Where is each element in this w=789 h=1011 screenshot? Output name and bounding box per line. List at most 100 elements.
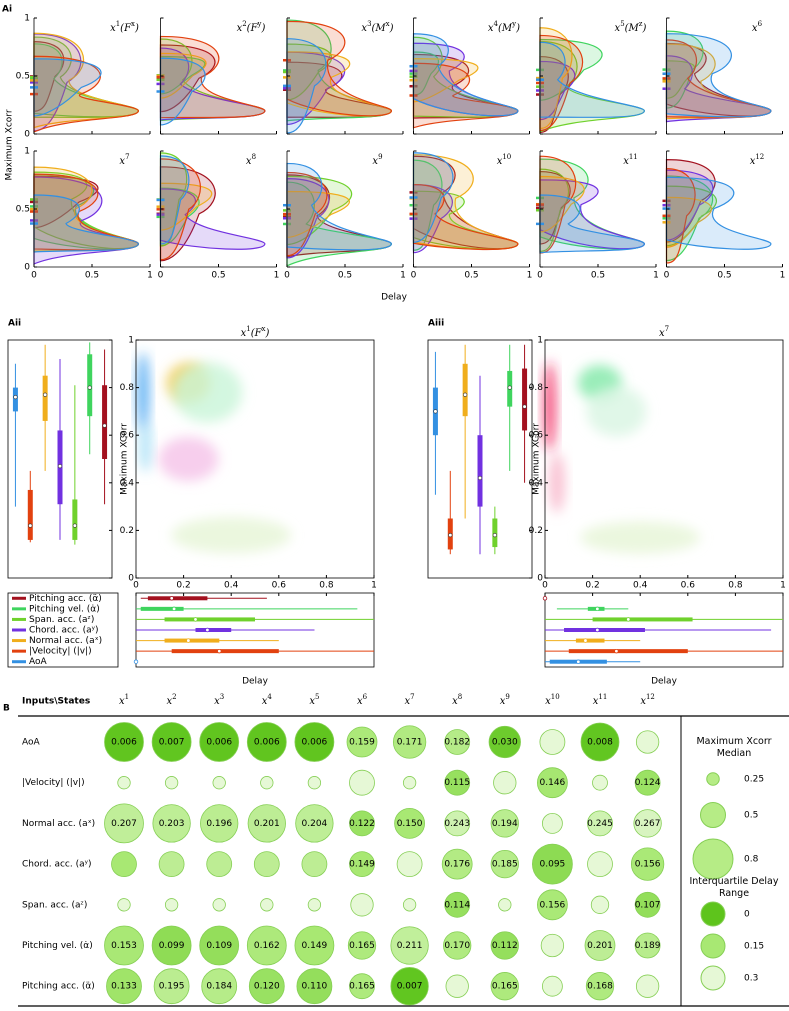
legend-label: 0.25: [744, 775, 764, 785]
value-label: 0.267: [635, 819, 661, 829]
bubble: [200, 804, 239, 843]
median: [583, 638, 588, 643]
x-axis-label: Delay: [651, 677, 677, 687]
value-label: 0.124: [635, 778, 661, 788]
value-label: 0.156: [540, 900, 566, 910]
title-part: x: [488, 23, 494, 34]
value-label: 0.107: [635, 900, 661, 910]
bubble: [585, 972, 615, 1001]
bubble: [402, 776, 417, 790]
box: [171, 649, 279, 654]
title-part: 5: [620, 20, 624, 28]
value-label: 0.008: [587, 738, 613, 748]
value-label: 0.243: [444, 819, 470, 829]
x-tick-label: 0.8: [728, 581, 743, 591]
column-header: x4: [262, 693, 273, 707]
median: [217, 648, 222, 654]
legend-label: 0.3: [744, 974, 758, 984]
box: [164, 638, 220, 643]
legend-bubble: [692, 838, 734, 880]
bubble: [490, 809, 519, 838]
y-tick-label: 1: [24, 14, 30, 24]
legend-bubble: [700, 901, 726, 927]
bubble: [349, 851, 375, 877]
bubble: [580, 722, 620, 762]
title-part: 3: [220, 693, 224, 701]
value-label: 0.203: [159, 819, 185, 829]
bubble: [307, 776, 322, 790]
bubble: [532, 843, 573, 885]
value-label: 0.185: [492, 860, 518, 870]
density-shape: [286, 162, 393, 251]
x-tick-label: 0.5: [464, 271, 478, 281]
panel-title: x11: [623, 153, 638, 167]
x-tick-label: 1: [653, 271, 659, 281]
x-tick-label: 1: [371, 581, 377, 591]
density-shape: [665, 168, 696, 264]
panel-title: x9: [372, 153, 382, 167]
value-label: 0.194: [492, 819, 518, 829]
x-tick-label: 0: [664, 271, 670, 281]
bubble: [634, 769, 661, 796]
density-shape: [286, 51, 393, 117]
median: [507, 385, 512, 390]
title-part: 12: [646, 693, 655, 701]
title-part: x: [361, 23, 367, 34]
density-shape: [286, 38, 327, 134]
value-label: 0.112: [492, 941, 518, 951]
y-tick-label: 0.5: [16, 205, 30, 215]
title-part: ): [642, 23, 647, 34]
bubble: [247, 804, 286, 843]
box: [27, 489, 33, 540]
median: [193, 617, 198, 622]
value-label: 0.165: [349, 941, 375, 951]
title-part: x: [545, 696, 551, 707]
median: [576, 659, 581, 664]
plot-frame: [544, 339, 784, 579]
bubble: [295, 804, 334, 843]
panel-title: x12: [750, 153, 765, 167]
title-part: x: [241, 328, 247, 339]
column-header: x1: [119, 693, 129, 707]
x-tick-label: 0.5: [717, 271, 731, 281]
title-part: y: [511, 20, 516, 28]
bubble: [441, 848, 473, 880]
title-part: x: [640, 696, 646, 707]
bubble: [444, 891, 471, 918]
density-shape: [412, 33, 519, 117]
median: [169, 596, 174, 601]
box: [102, 385, 108, 459]
bubble: [633, 809, 662, 838]
title-part: x: [452, 696, 458, 707]
density-shape: [665, 196, 713, 248]
column-header: x11: [593, 693, 608, 707]
bubble: [349, 810, 375, 837]
bubble: [630, 847, 665, 881]
column-header: x7: [405, 693, 415, 707]
column-header: x3: [214, 693, 224, 707]
median: [492, 533, 497, 538]
title-part: 9: [505, 693, 509, 701]
title-part: x: [309, 696, 315, 707]
title-part: x: [262, 325, 266, 333]
x-tick-label: 0.6: [272, 581, 287, 591]
value-label: 0.153: [111, 941, 137, 951]
value-label: 0.165: [492, 982, 518, 992]
x-tick-label: 0.4: [224, 581, 239, 591]
median: [43, 392, 48, 397]
x-tick-label: 0.5: [85, 271, 99, 281]
median: [522, 404, 527, 409]
median: [102, 423, 107, 428]
column-header: x9: [500, 693, 510, 707]
bubble: [539, 729, 566, 755]
value-label: 0.176: [444, 860, 470, 870]
box: [575, 638, 605, 643]
title-part: x: [262, 696, 268, 707]
value-label: 0.095: [540, 860, 566, 870]
median: [626, 617, 631, 622]
title-part: 6: [363, 693, 368, 701]
x-tick-label: 0.5: [211, 271, 225, 281]
bubble: [349, 973, 375, 1000]
bubble: [246, 925, 287, 966]
legend-label: 0.8: [744, 855, 759, 865]
